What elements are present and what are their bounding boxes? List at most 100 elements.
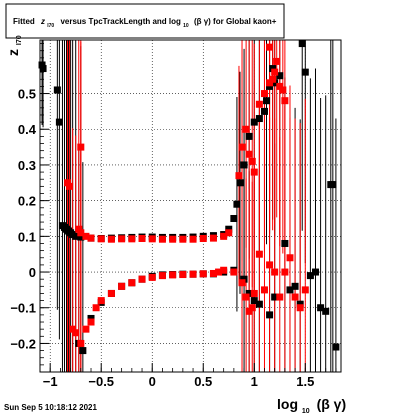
data-point — [260, 107, 268, 115]
data-point — [209, 269, 217, 277]
data-point — [158, 235, 166, 243]
data-point — [286, 286, 294, 294]
data-point — [92, 304, 100, 312]
data-point — [266, 311, 274, 319]
data-point — [248, 157, 256, 165]
data-point — [107, 235, 115, 243]
title-box-frame — [5, 3, 285, 39]
y-axis-title: z I70 — [5, 35, 23, 56]
data-point — [148, 235, 156, 243]
data-point — [233, 200, 241, 208]
data-point — [82, 325, 90, 333]
data-point — [301, 68, 309, 76]
data-point — [245, 307, 253, 315]
y-tick-label: −0.2 — [10, 336, 36, 351]
x-tick-label: 0 — [149, 374, 156, 389]
data-point — [66, 182, 74, 190]
data-point — [260, 286, 268, 294]
data-point — [225, 225, 233, 233]
data-point — [266, 79, 274, 87]
data-point — [75, 225, 83, 233]
x-axis-title: log 10 (β γ) — [277, 396, 346, 414]
data-point — [322, 307, 330, 315]
data-point — [281, 97, 289, 105]
data-point — [250, 289, 258, 297]
data-points — [38, 40, 340, 355]
data-point — [72, 329, 80, 337]
data-point — [250, 297, 258, 305]
data-point — [306, 272, 314, 280]
data-point — [276, 82, 284, 90]
data-point — [291, 282, 299, 290]
data-point — [255, 115, 263, 123]
data-point — [271, 79, 279, 87]
data-point — [107, 289, 115, 297]
data-point — [235, 172, 243, 180]
data-point — [179, 235, 187, 243]
data-point — [271, 268, 279, 276]
data-point — [236, 179, 244, 187]
title-z-sub: I70 — [47, 23, 54, 29]
data-point — [245, 132, 253, 140]
x-tick-label: −0.5 — [88, 374, 114, 389]
x-axis-main: log — [277, 396, 298, 412]
tick-labels: −1 −0.5 0 0.5 1 1.5 −0.2 −0.1 0 0.1 0.2 0.3 0.4 0.5 — [10, 87, 314, 389]
data-point — [298, 40, 306, 48]
data-point — [245, 289, 253, 297]
data-point — [69, 325, 77, 333]
y-tick-label: 0 — [29, 265, 36, 280]
data-point — [281, 268, 289, 276]
title-box: Fitted z I70 versus TpcTrackLength and l… — [5, 3, 285, 39]
data-point — [118, 235, 126, 243]
data-point — [266, 43, 274, 51]
data-point — [82, 232, 90, 240]
data-point — [242, 125, 250, 133]
data-point — [279, 86, 287, 94]
data-point — [97, 297, 105, 305]
data-point — [250, 118, 258, 126]
title-post: (β γ) for Global kaon+ — [194, 17, 277, 26]
data-point — [39, 65, 47, 73]
data-point — [189, 270, 197, 278]
data-point — [220, 266, 228, 274]
data-point — [291, 293, 299, 301]
data-point — [169, 271, 177, 279]
data-point — [77, 143, 85, 151]
data-point — [255, 100, 263, 108]
y-axis-sub: I70 — [16, 35, 23, 45]
title-pre: Fitted — [13, 17, 35, 26]
data-point — [296, 300, 304, 308]
data-point — [296, 304, 304, 312]
data-point — [276, 293, 284, 301]
data-point — [220, 232, 228, 240]
data-point — [138, 275, 146, 283]
y-tick-label: 0.4 — [18, 122, 37, 137]
data-point — [77, 339, 85, 347]
data-point — [225, 229, 233, 237]
data-point — [209, 234, 217, 242]
data-point — [240, 161, 248, 169]
chart-title: Fitted z I70 versus TpcTrackLength and l… — [13, 17, 277, 29]
data-point — [53, 86, 61, 94]
data-point — [179, 271, 187, 279]
data-point — [255, 250, 263, 258]
data-point — [72, 232, 80, 240]
data-point — [199, 270, 207, 278]
data-point — [97, 235, 105, 243]
data-point — [230, 268, 238, 276]
data-point — [55, 118, 63, 126]
footer-timestamp: Sun Sep 5 10:18:12 2021 — [4, 403, 97, 412]
x-tick-label: 1 — [251, 374, 258, 389]
x-tick-label: −1 — [43, 374, 58, 389]
x-axis-sub: 10 — [302, 408, 310, 414]
data-point — [242, 293, 250, 301]
data-point — [118, 282, 126, 290]
data-point — [87, 314, 95, 322]
data-point — [238, 143, 246, 151]
data-point — [273, 57, 281, 65]
data-point — [332, 343, 340, 351]
data-point — [138, 234, 146, 242]
